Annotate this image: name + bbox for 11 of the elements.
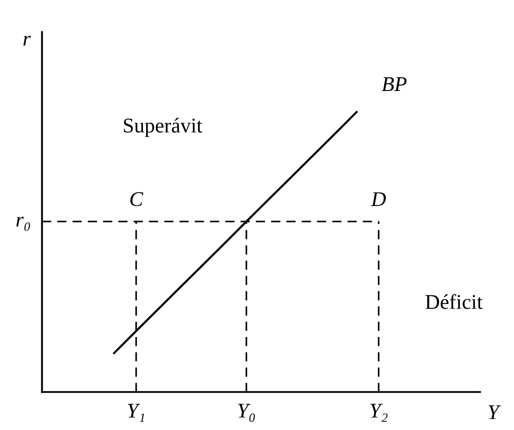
text: Déficit <box>425 294 483 310</box>
ref-line-label: r₀ <box>16 216 30 231</box>
annotation: C <box>130 192 144 206</box>
annotation: D <box>370 192 386 206</box>
x-tick-label: Y₂ <box>370 404 388 422</box>
y-axis-title: r <box>23 36 31 46</box>
series-label: BP <box>382 77 407 92</box>
x-tick-label: Y₁ <box>128 404 144 422</box>
annotation: Superávit <box>124 118 202 137</box>
x-tick-label: Y₀ <box>238 404 255 422</box>
x-axis-title: Y <box>488 405 501 420</box>
